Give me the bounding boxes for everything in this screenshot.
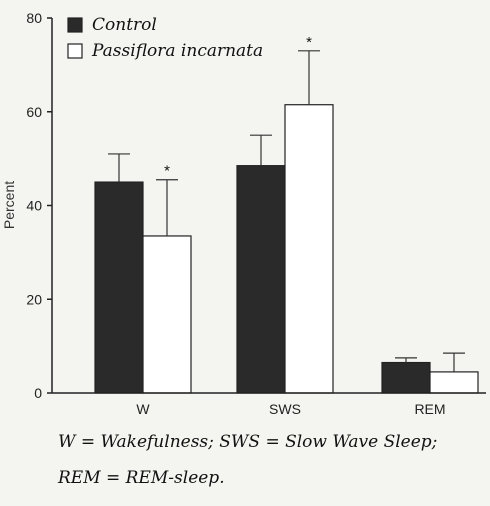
bar-w-control [94, 181, 144, 394]
caption-line-1: W = Wakefulness; SWS = Slow Wave Sleep; [58, 432, 438, 452]
bar-sws-passiflora [284, 104, 334, 394]
significance-mark: * [306, 34, 312, 51]
caption-line-2: REM = REM-sleep. [58, 468, 225, 488]
legend-label-passiflora: Passiflora incarnata [91, 41, 263, 61]
bar-rem-control [381, 361, 431, 394]
y-tick-label: 20 [26, 291, 42, 307]
legend: Control Passiflora incarnata [67, 15, 263, 61]
legend-label-control: Control [92, 15, 157, 35]
y-axis-title: Percent [1, 181, 17, 229]
legend-swatch-passiflora [67, 43, 83, 59]
y-tick-label: 80 [26, 10, 42, 26]
y-tick-label: 0 [34, 385, 42, 401]
bar-chart: 0 20 40 60 80 * W * SWS REM Percent Control Passif… [1, 10, 486, 417]
axes [51, 18, 486, 394]
labels: 0 20 40 60 80 * W * SWS REM [26, 10, 445, 417]
y-tick-label: 40 [26, 198, 42, 214]
bar-rem-passiflora [429, 371, 479, 394]
category-label-rem: REM [414, 401, 445, 417]
category-label-sws: SWS [269, 401, 301, 417]
category-label-w: W [136, 401, 150, 417]
significance-mark: * [164, 163, 170, 180]
bar-sws-control [236, 165, 286, 394]
bar-w-passiflora [142, 235, 192, 394]
legend-swatch-control [67, 17, 83, 33]
y-tick-label: 60 [26, 104, 42, 120]
bars [94, 50, 479, 394]
y-ticks [47, 17, 52, 394]
